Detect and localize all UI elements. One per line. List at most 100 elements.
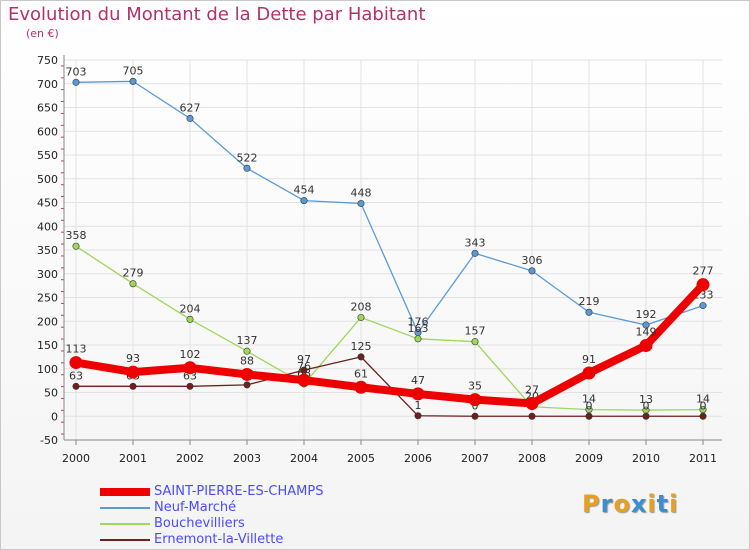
y-tick-label: 600 — [37, 125, 58, 138]
data-label: 14 — [582, 393, 596, 406]
data-label: 1 — [415, 399, 422, 412]
legend-swatch — [100, 539, 150, 541]
x-tick-label: 2001 — [119, 452, 147, 465]
logo-letter: r — [600, 490, 614, 518]
y-tick-label: 50 — [44, 387, 58, 400]
y-tick-label: 400 — [37, 220, 58, 233]
logo-letter: P — [582, 490, 601, 518]
series-point — [69, 356, 83, 370]
data-label: 448 — [351, 186, 372, 199]
series-point — [300, 197, 308, 205]
series-point — [357, 199, 365, 207]
series-point — [300, 366, 308, 374]
x-tick-label: 2003 — [233, 452, 261, 465]
y-tick-label: 200 — [37, 315, 58, 328]
series-point — [243, 381, 251, 389]
series-point — [357, 353, 365, 361]
x-tick-label: 2011 — [689, 452, 717, 465]
y-tick-label: 150 — [37, 339, 58, 352]
series-point — [471, 249, 479, 257]
series-point — [528, 412, 536, 420]
logo-letter: i — [647, 490, 657, 518]
data-label: 176 — [408, 316, 429, 329]
series-point — [72, 78, 80, 86]
series-point — [699, 412, 707, 420]
data-label: 208 — [351, 300, 372, 313]
series-line-3 — [75, 356, 704, 417]
series-point — [186, 315, 194, 323]
series-line-1 — [75, 80, 704, 334]
x-tick-label: 2008 — [518, 452, 546, 465]
data-label: 88 — [240, 354, 254, 367]
data-label: 102 — [180, 348, 201, 361]
series-point — [357, 313, 365, 321]
data-label: 306 — [522, 254, 543, 267]
logo-letter: x — [630, 490, 648, 518]
legend-swatch — [100, 523, 150, 525]
series-point — [129, 280, 137, 288]
data-label: 13 — [639, 393, 653, 406]
series-point — [183, 361, 197, 375]
data-label: 27 — [525, 383, 539, 396]
y-tick-label: 550 — [37, 149, 58, 162]
logo-letter: i — [669, 490, 679, 518]
data-label: 219 — [579, 295, 600, 308]
series-line-0 — [72, 280, 707, 408]
data-label: 137 — [237, 334, 258, 347]
series-point — [72, 382, 80, 390]
series-point — [585, 412, 593, 420]
series-point — [354, 380, 368, 394]
data-label: 0 — [643, 399, 650, 412]
data-label: 61 — [354, 367, 368, 380]
x-tick-label: 2009 — [575, 452, 603, 465]
series-point — [639, 338, 653, 352]
data-label: 343 — [465, 236, 486, 249]
data-label: 163 — [408, 322, 429, 335]
data-label: 14 — [696, 393, 710, 406]
series-point — [471, 412, 479, 420]
y-tick-label: 450 — [37, 197, 58, 210]
series-point — [585, 308, 593, 316]
series-point — [471, 338, 479, 346]
x-tick-label: 2004 — [290, 452, 318, 465]
series-point — [72, 242, 80, 250]
data-label: 35 — [468, 380, 482, 393]
data-label: 0 — [700, 399, 707, 412]
series-point — [297, 373, 311, 387]
series-point — [126, 365, 140, 379]
y-tick-label: 350 — [37, 244, 58, 257]
data-label: 93 — [126, 352, 140, 365]
series-point — [699, 302, 707, 310]
series-point — [129, 382, 137, 390]
y-tick-label: 650 — [37, 102, 58, 115]
data-label: 0 — [586, 399, 593, 412]
legend-label: Bouchevilliers — [154, 516, 245, 531]
data-label: 47 — [411, 374, 425, 387]
data-label: 97 — [297, 353, 311, 366]
data-label: 63 — [69, 369, 83, 382]
series-point — [582, 366, 596, 380]
y-tick-label: 700 — [37, 78, 58, 91]
y-tick-label: 750 — [37, 54, 58, 67]
series-line-2 — [75, 245, 704, 411]
series-point — [528, 267, 536, 275]
data-label: 149 — [636, 325, 657, 338]
y-tick-label: 0 — [51, 410, 58, 423]
series-point — [696, 278, 710, 292]
series-point — [642, 412, 650, 420]
x-tick-label: 2000 — [62, 452, 90, 465]
data-label: 192 — [636, 308, 657, 321]
legend-label: Neuf-Marché — [154, 500, 237, 515]
series-point — [414, 335, 422, 343]
data-label: 703 — [66, 65, 87, 78]
data-label: 125 — [351, 340, 372, 353]
series-point — [243, 164, 251, 172]
data-label: 627 — [180, 101, 201, 114]
data-label: 76 — [297, 360, 311, 373]
data-label: 277 — [693, 265, 714, 278]
y-tick-label: 100 — [37, 363, 58, 376]
chart-title: Evolution du Montant de la Dette par Hab… — [8, 4, 426, 25]
logo-letter: t — [656, 490, 670, 518]
